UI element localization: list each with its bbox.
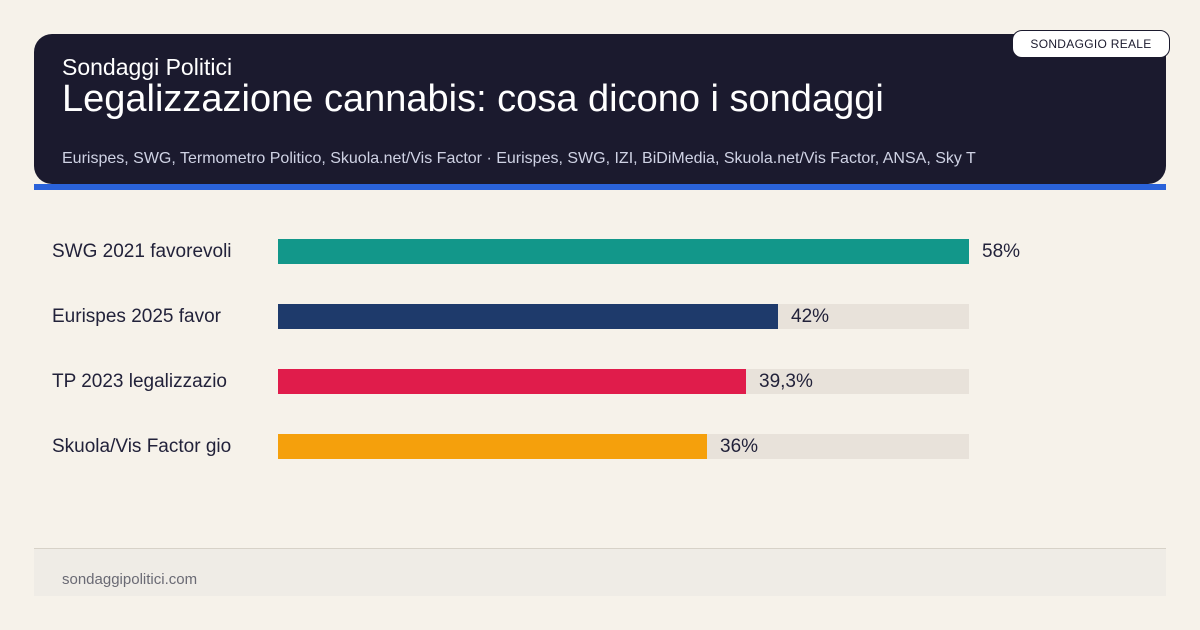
page-title: Legalizzazione cannabis: cosa dicono i s… xyxy=(62,78,884,120)
sources-line: Eurispes, SWG, Termometro Politico, Skuo… xyxy=(62,150,976,167)
bar xyxy=(278,239,969,264)
bar xyxy=(278,304,778,329)
header-accent-bar xyxy=(34,184,1166,190)
footer-site-link[interactable]: sondaggipolitici.com xyxy=(62,571,198,588)
bar xyxy=(278,434,707,459)
category-label: Skuola/Vis Factor gio xyxy=(52,436,232,457)
value-label: 42% xyxy=(791,306,830,327)
category-label: Eurispes 2025 favor xyxy=(52,306,221,327)
value-label: 36% xyxy=(720,436,759,457)
bar xyxy=(278,369,746,394)
bar-track xyxy=(278,239,969,264)
bar-track xyxy=(278,434,969,459)
real-poll-badge: SONDAGGIO REALE xyxy=(1012,30,1170,58)
category-label: SWG 2021 favorevoli xyxy=(52,241,232,262)
value-label: 58% xyxy=(982,241,1021,262)
value-label: 39,3% xyxy=(759,371,813,392)
chart-row: Eurispes 2025 favor 42% xyxy=(0,298,1200,338)
chart-row: Skuola/Vis Factor gio 36% xyxy=(0,428,1200,468)
chart-row: TP 2023 legalizzazio 39,3% xyxy=(0,363,1200,403)
footer: sondaggipolitici.com xyxy=(34,548,1166,596)
bar-track xyxy=(278,304,969,329)
chart-row: SWG 2021 favorevoli 58% xyxy=(0,233,1200,273)
header-panel: Sondaggi Politici Legalizzazione cannabi… xyxy=(34,34,1166,184)
category-label: TP 2023 legalizzazio xyxy=(52,371,227,392)
bar-track xyxy=(278,369,969,394)
brand-name: Sondaggi Politici xyxy=(62,54,233,80)
